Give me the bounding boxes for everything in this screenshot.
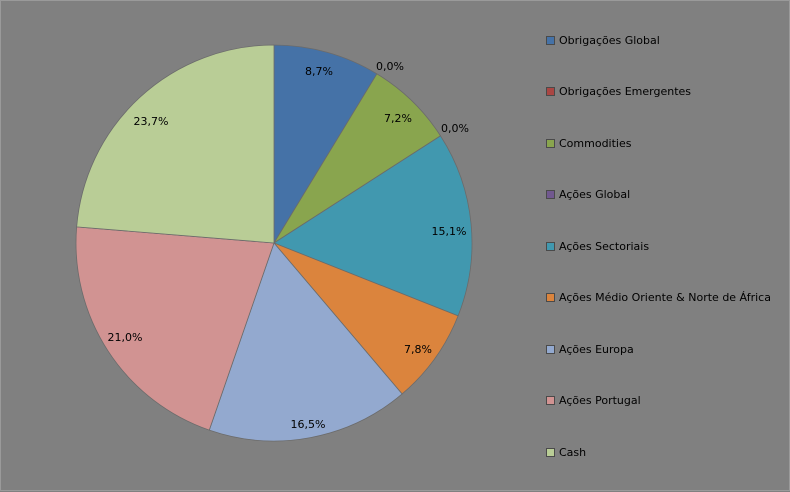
data-label-3: 0,0% (441, 122, 469, 135)
legend-label: Ações Europa (559, 342, 634, 356)
legend: Obrigações Global Obrigações Emergentes Co… (546, 32, 786, 462)
legend-swatch (546, 396, 555, 405)
data-label-2: 7,2% (384, 112, 412, 125)
legend-item-0: Obrigações Global (546, 32, 660, 48)
legend-label: Obrigações Emergentes (559, 85, 692, 98)
data-label-8: 23,7% (134, 115, 169, 128)
legend-item-2: Commodities (546, 135, 631, 151)
pie-slice-8 (76, 44, 275, 244)
legend-item-1: Obrigações Emergentes (546, 84, 691, 100)
legend-label: Commodities (559, 136, 632, 150)
data-label-4: 15,1% (432, 225, 467, 238)
legend-item-4: Ações Sectoriais (546, 238, 649, 254)
data-label-5: 7,8% (404, 343, 432, 356)
legend-swatch (546, 344, 555, 354)
pie-slice-6 (208, 242, 403, 442)
pie-slices (75, 44, 473, 442)
legend-label: Ações Sectoriais (559, 239, 650, 253)
legend-swatch (546, 190, 555, 199)
legend-item-5: Ações Médio Oriente & Norte de África (546, 290, 771, 306)
legend-swatch (546, 293, 555, 302)
legend-swatch (546, 241, 555, 251)
legend-label: Ações Global (559, 188, 631, 201)
pie-slice-7 (75, 226, 275, 431)
legend-swatch (546, 87, 555, 96)
data-label-0: 8,7% (305, 65, 333, 78)
data-label-6: 16,5% (291, 418, 326, 431)
legend-label: Ações Médio Oriente & Norte de África (559, 291, 771, 304)
legend-label: Obrigações Global (559, 33, 660, 47)
legend-item-7: Ações Portugal (546, 393, 641, 409)
legend-swatch (546, 138, 555, 148)
pie-slice-5 (273, 242, 459, 395)
legend-swatch (546, 35, 555, 45)
legend-label: Cash (559, 445, 587, 459)
pie-data-labels: 8,7% 0,0% 7,2% 0,0% 15,1% 7,8% 16,5% 21,0% 23,7% (108, 60, 469, 431)
legend-item-8: Cash (546, 444, 586, 460)
pie-slice-4 (273, 135, 473, 317)
pie-slice-0 (273, 44, 378, 245)
data-label-7: 21,0% (108, 331, 143, 344)
legend-label: Ações Portugal (559, 394, 641, 407)
legend-item-3: Ações Global (546, 187, 630, 203)
legend-swatch (546, 447, 555, 457)
data-label-1: 0,0% (376, 60, 404, 73)
legend-item-6: Ações Europa (546, 341, 634, 357)
